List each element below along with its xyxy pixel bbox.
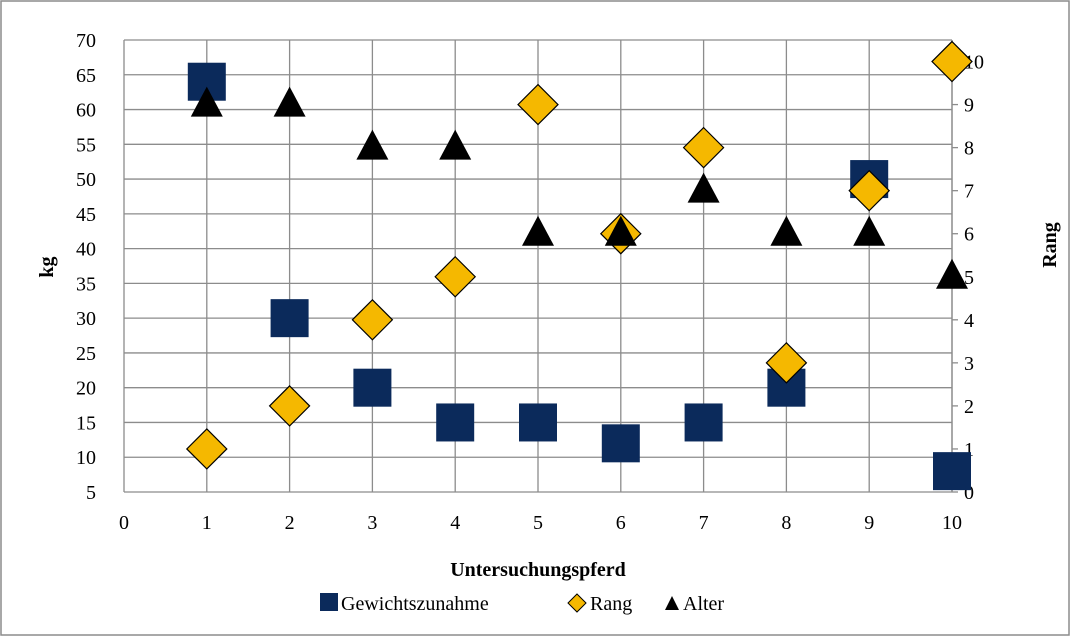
point-alter bbox=[356, 129, 389, 160]
y-tick-label: 35 bbox=[76, 273, 96, 295]
point-alter bbox=[687, 172, 720, 203]
x-tick-label: 6 bbox=[616, 512, 626, 534]
x-tick-label: 3 bbox=[367, 512, 377, 534]
point-rang bbox=[682, 126, 725, 169]
data-marks bbox=[185, 40, 973, 491]
y2-tick-label: 9 bbox=[964, 95, 974, 117]
point-rang bbox=[848, 169, 891, 212]
x-tick-label: 2 bbox=[285, 512, 295, 534]
y2-tick-label: 5 bbox=[964, 267, 974, 289]
y2-tick-label: 8 bbox=[964, 138, 974, 160]
point-gewichtszunahme bbox=[519, 403, 557, 442]
y-tick-label: 45 bbox=[76, 204, 96, 226]
y2-tick-label: 4 bbox=[964, 310, 974, 332]
legend-square-icon bbox=[320, 593, 338, 611]
y-tick-label: 25 bbox=[76, 343, 96, 365]
point-rang bbox=[931, 40, 973, 83]
point-rang bbox=[185, 428, 228, 470]
y-tick-label: 65 bbox=[76, 65, 96, 87]
point-gewichtszunahme bbox=[270, 299, 309, 338]
point-gewichtszunahme bbox=[684, 403, 723, 442]
point-gewichtszunahme bbox=[353, 368, 392, 407]
legend-diamond-icon bbox=[567, 593, 587, 613]
legend-label-gewichtszunahme: Gewichtszunahme bbox=[341, 593, 489, 615]
x-axis-ticks: 0 1 2 3 4 5 6 7 8 9 10 bbox=[119, 512, 962, 534]
x-tick-label: 5 bbox=[533, 512, 543, 534]
y-tick-label: 60 bbox=[76, 100, 96, 122]
point-alter bbox=[522, 215, 554, 246]
x-axis-title: Untersuchungspferd bbox=[450, 559, 626, 581]
y-tick-label: 15 bbox=[76, 412, 96, 434]
y2-tick-label: 3 bbox=[964, 353, 974, 375]
x-tick-label: 8 bbox=[781, 512, 791, 534]
point-alter bbox=[853, 215, 886, 246]
point-gewichtszunahme bbox=[436, 403, 475, 442]
point-rang bbox=[434, 255, 477, 298]
legend: Gewichtszunahme Rang Alter bbox=[320, 593, 724, 615]
point-rang bbox=[517, 83, 559, 126]
y-tick-label: 55 bbox=[76, 134, 96, 156]
y2-tick-label: 7 bbox=[964, 181, 974, 203]
y-tick-label: 40 bbox=[76, 239, 96, 261]
y2-tick-label: 0 bbox=[964, 482, 974, 504]
y2-axis-ticks: 0 1 2 3 4 5 6 7 8 9 10 bbox=[964, 52, 984, 504]
legend-label-rang: Rang bbox=[590, 593, 632, 615]
y2-tick-label: 1 bbox=[964, 439, 974, 461]
point-alter bbox=[273, 86, 306, 117]
y-tick-label: 5 bbox=[86, 482, 96, 504]
point-gewichtszunahme bbox=[933, 452, 971, 491]
y2-tick-label: 6 bbox=[964, 224, 974, 246]
legend-triangle-icon bbox=[665, 596, 679, 610]
y2-tick-label: 10 bbox=[964, 52, 984, 74]
y-tick-label: 50 bbox=[76, 169, 96, 191]
point-rang bbox=[268, 385, 311, 427]
y-axis-ticks: 5 10 15 20 25 30 35 40 45 50 55 60 65 70 bbox=[76, 30, 96, 504]
point-alter bbox=[770, 215, 803, 246]
x-tick-label: 4 bbox=[450, 512, 460, 534]
y-tick-label: 20 bbox=[76, 378, 96, 400]
point-gewichtszunahme bbox=[601, 424, 640, 463]
x-tick-label: 10 bbox=[942, 512, 962, 534]
point-alter bbox=[439, 129, 472, 160]
y-tick-label: 10 bbox=[76, 447, 96, 469]
x-tick-label: 0 bbox=[119, 512, 129, 534]
y2-tick-label: 2 bbox=[964, 396, 974, 418]
x-tick-label: 7 bbox=[699, 512, 709, 534]
point-rang bbox=[351, 298, 394, 341]
x-tick-label: 9 bbox=[864, 512, 874, 534]
y-tick-label: 70 bbox=[76, 30, 96, 52]
y-tick-label: 30 bbox=[76, 308, 96, 330]
point-rang bbox=[765, 342, 808, 384]
x-tick-label: 1 bbox=[202, 512, 212, 534]
point-alter bbox=[604, 215, 637, 246]
point-alter bbox=[190, 86, 223, 117]
y-axis-title: kg bbox=[36, 256, 58, 277]
point-alter bbox=[936, 258, 968, 289]
y2-axis-title: Rang bbox=[1039, 222, 1061, 268]
legend-label-alter: Alter bbox=[683, 593, 724, 615]
